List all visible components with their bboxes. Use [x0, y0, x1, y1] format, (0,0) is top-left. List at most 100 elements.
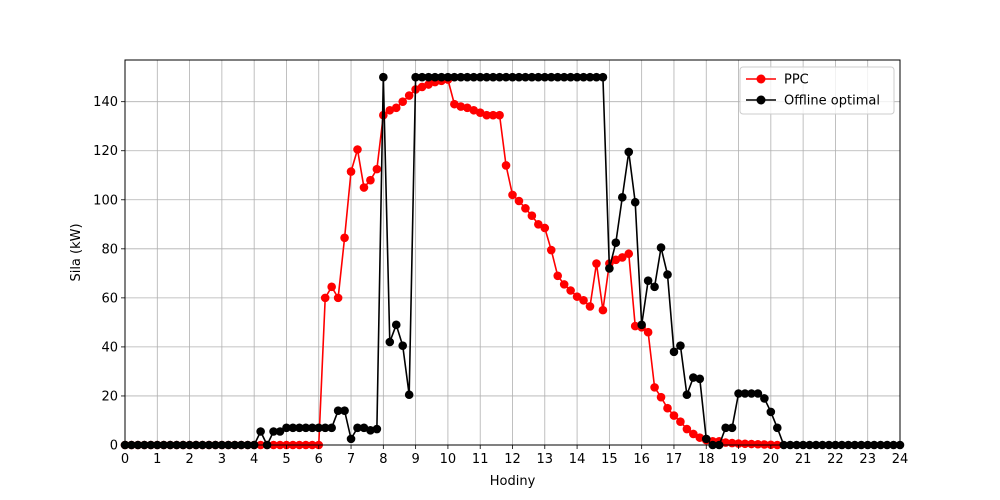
data-point-ppc: [398, 97, 408, 106]
data-point-ppc: [676, 417, 685, 427]
data-point-offline-optimal: [643, 276, 653, 286]
data-point-offline-optimal: [521, 72, 530, 82]
data-point-ppc: [508, 190, 517, 200]
data-point-offline-optimal: [663, 270, 672, 279]
legend-box: [739, 66, 895, 115]
data-point-offline-optimal: [295, 423, 304, 433]
data-point-ppc: [527, 211, 537, 221]
data-point-offline-optimal: [353, 423, 362, 433]
data-point-offline-optimal: [695, 374, 705, 384]
y-tick-label: 140: [93, 95, 118, 110]
data-point-offline-optimal: [301, 423, 311, 433]
data-point-offline-optimal: [288, 423, 298, 433]
data-point-ppc: [734, 439, 743, 448]
data-point-ppc: [553, 271, 563, 281]
data-point-ppc: [353, 145, 362, 154]
data-point-ppc: [366, 175, 375, 185]
x-tick-label: 19: [730, 452, 747, 467]
data-point-offline-optimal: [495, 72, 504, 82]
data-point-ppc: [663, 403, 672, 413]
data-point-offline-optimal: [437, 72, 446, 82]
x-tick-label: 5: [282, 452, 290, 467]
data-point-offline-optimal: [772, 423, 782, 433]
x-tick-label: 24: [892, 452, 909, 467]
data-point-offline-optimal: [366, 425, 375, 435]
data-point-ppc: [514, 196, 524, 206]
legend-label-ppc: PPC: [784, 73, 809, 88]
x-tick-label: 2: [185, 452, 193, 467]
data-point-offline-optimal: [656, 243, 666, 252]
x-tick-label: 20: [763, 452, 780, 467]
data-point-offline-optimal: [488, 72, 498, 82]
y-tick-label: 40: [101, 340, 118, 355]
data-point-offline-optimal: [404, 390, 414, 400]
data-point-ppc: [327, 282, 336, 292]
data-point-offline-optimal: [572, 72, 582, 82]
legend-marker-offline-optimal: [756, 95, 766, 105]
data-point-ppc: [566, 286, 575, 295]
data-point-offline-optimal: [333, 406, 343, 415]
x-tick-label: 14: [569, 452, 586, 467]
data-point-offline-optimal: [637, 320, 646, 330]
data-point-offline-optimal: [482, 72, 491, 82]
data-point-ppc: [462, 103, 472, 113]
data-point-ppc: [540, 223, 550, 233]
data-point-ppc: [534, 220, 543, 229]
data-point-ppc: [753, 439, 763, 449]
data-point-offline-optimal: [346, 434, 356, 444]
data-point-offline-optimal: [579, 72, 588, 82]
data-point-offline-optimal: [727, 423, 737, 433]
data-point-offline-optimal: [282, 423, 291, 433]
x-tick-label: 22: [827, 452, 844, 467]
x-tick-label: 10: [440, 452, 457, 467]
data-point-offline-optimal: [256, 427, 265, 436]
data-point-offline-optimal: [676, 341, 685, 350]
data-point-ppc: [450, 99, 459, 109]
data-point-ppc: [740, 439, 750, 449]
data-point-ppc: [592, 259, 601, 268]
data-point-offline-optimal: [417, 72, 427, 82]
x-axis: 0 1 2 3 4 5 6 7 8 9 10 11 12 13 14 15 16 17 18 19 20 21 22 23 24: [121, 445, 908, 467]
data-point-offline-optimal: [617, 193, 627, 202]
data-point-ppc: [456, 102, 466, 111]
data-point-ppc: [617, 253, 627, 262]
data-point-ppc: [340, 233, 349, 243]
x-tick-label: 8: [379, 452, 387, 467]
series-ppc: [120, 75, 782, 450]
data-point-offline-optimal: [430, 72, 440, 82]
data-point-ppc: [391, 103, 401, 113]
data-point-offline-optimal: [514, 72, 524, 82]
x-axis-label: Hodiny: [490, 474, 536, 489]
data-point-offline-optimal: [320, 423, 330, 433]
data-point-ppc: [495, 110, 504, 120]
data-point-offline-optimal: [385, 337, 395, 347]
data-point-ppc: [475, 108, 485, 118]
data-point-offline-optimal: [359, 423, 369, 433]
data-point-ppc: [333, 293, 343, 303]
data-point-offline-optimal: [379, 72, 388, 82]
data-point-offline-optimal: [534, 72, 543, 82]
data-point-ppc: [579, 296, 588, 305]
data-point-offline-optimal: [307, 423, 317, 433]
data-point-offline-optimal: [559, 72, 569, 82]
data-point-offline-optimal: [411, 72, 420, 82]
data-point-ppc: [424, 80, 433, 89]
data-point-offline-optimal: [553, 72, 563, 82]
data-point-offline-optimal: [314, 423, 324, 433]
data-point-offline-optimal: [398, 341, 408, 350]
data-point-offline-optimal: [747, 389, 756, 398]
data-point-ppc: [482, 110, 491, 120]
data-point-ppc: [346, 167, 356, 176]
legend-marker-ppc: [756, 74, 766, 84]
data-point-ppc: [521, 204, 530, 213]
x-tick-label: 1: [153, 452, 161, 467]
x-tick-label: 17: [666, 452, 683, 467]
data-point-offline-optimal: [566, 72, 575, 82]
data-point-ppc: [611, 255, 621, 265]
data-point-offline-optimal: [456, 72, 466, 82]
data-point-offline-optimal: [469, 72, 479, 82]
y-axis: 0 20 40 60 80 100 120 140: [93, 95, 125, 454]
data-point-offline-optimal: [721, 423, 730, 433]
series-layer: [120, 72, 905, 450]
